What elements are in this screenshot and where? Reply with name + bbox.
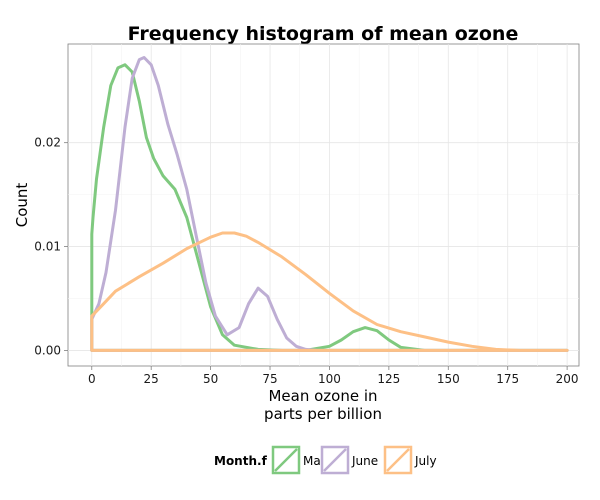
series-line-may — [90, 63, 569, 352]
y-tick-label: 0.01 — [34, 240, 61, 254]
legend: Month.f May June July — [214, 445, 437, 475]
legend-item-june: June — [320, 445, 378, 475]
x-tick-label: 0 — [88, 372, 96, 386]
series-line-july — [90, 231, 569, 352]
legend-label: June — [351, 454, 378, 468]
x-tick-label: 175 — [496, 372, 519, 386]
x-axis-label-line-1: Mean ozone in — [268, 387, 377, 405]
x-tick-label: 150 — [437, 372, 460, 386]
series-layer — [90, 56, 569, 352]
x-tick-label: 200 — [556, 372, 579, 386]
y-tick-label: 0.00 — [34, 343, 61, 357]
x-axis-label-line-2: parts per billion — [264, 405, 382, 423]
x-tick-label: 125 — [377, 372, 400, 386]
legend-key-line — [386, 448, 410, 472]
legend-key-line — [274, 448, 298, 472]
x-tick-label: 50 — [203, 372, 218, 386]
legend-item-may: May — [271, 445, 328, 475]
x-tick-label: 25 — [144, 372, 159, 386]
legend-item-july: July — [383, 445, 437, 475]
legend-label: July — [414, 454, 437, 468]
y-tick-label: 0.02 — [34, 136, 61, 150]
y-axis-label: Count — [13, 183, 31, 228]
x-tick-label: 100 — [318, 372, 341, 386]
x-tick-label: 75 — [262, 372, 277, 386]
legend-items: May June July — [271, 445, 437, 475]
axes: 0 25 50 75 100 125 150 175 200 0.00 0.01 0.02 — [34, 136, 578, 386]
grid — [68, 44, 579, 366]
legend-title: Month.f — [214, 454, 268, 468]
plot-panel — [67, 43, 580, 367]
legend-key-line — [323, 448, 347, 472]
chart-title: Frequency histogram of mean ozone — [128, 23, 519, 45]
